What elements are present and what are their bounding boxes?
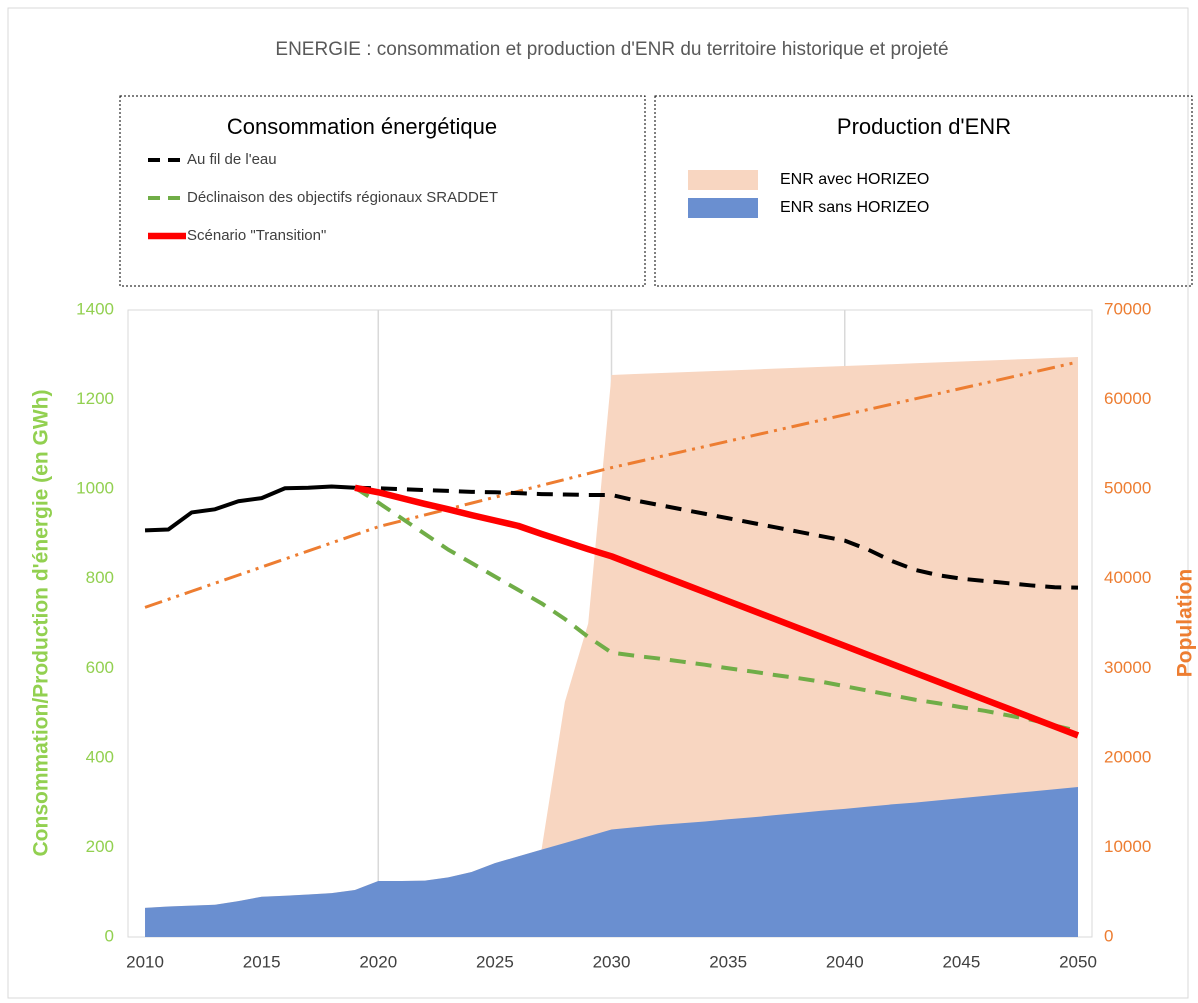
x-tick-label: 2015	[243, 952, 281, 971]
line	[353, 486, 1079, 733]
y2-tick-label: 20000	[1104, 747, 1151, 766]
chart-title: ENERGIE : consommation et production d'E…	[275, 39, 948, 60]
x-tick-label: 2030	[593, 952, 631, 971]
legend-label: Au fil de l'eau	[187, 151, 277, 168]
x-tick-label: 2025	[476, 952, 514, 971]
y-tick-label: 400	[86, 747, 114, 766]
legend-title: Production d'ENR	[837, 114, 1011, 139]
line	[144, 484, 356, 533]
legend-label: Scénario "Transition"	[187, 227, 326, 244]
y2-tick-label: 50000	[1104, 479, 1151, 498]
area	[145, 786, 1079, 937]
line	[144, 360, 1079, 609]
legend-box	[119, 95, 646, 287]
y2-tick-label: 0	[1104, 926, 1113, 945]
legend-box	[654, 95, 1193, 287]
legend-label: ENR sans HORIZEO	[780, 199, 929, 216]
x-tick-label: 2010	[126, 952, 164, 971]
y-tick-label: 600	[86, 658, 114, 677]
y2-tick-label: 40000	[1104, 568, 1151, 587]
x-tick-label: 2050	[1059, 952, 1097, 971]
x-tick-label: 2045	[942, 952, 980, 971]
legend-label: ENR avec HORIZEO	[780, 171, 929, 188]
y2-tick-label: 60000	[1104, 389, 1151, 408]
y-tick-label: 1000	[76, 479, 114, 498]
line	[354, 484, 1080, 739]
legend-title: Consommation énergétique	[227, 114, 497, 139]
y2-tick-label: 70000	[1104, 299, 1151, 318]
y2-tick-label: 10000	[1104, 837, 1151, 856]
y2-axis-label: Population	[1174, 569, 1197, 678]
x-tick-label: 2020	[359, 952, 397, 971]
x-tick-label: 2040	[826, 952, 864, 971]
y-tick-label: 1200	[76, 389, 114, 408]
y-axis-label: Consommation/Production d'énergie (en GW…	[30, 390, 53, 857]
y-tick-label: 200	[86, 837, 114, 856]
legend-swatch	[688, 170, 758, 190]
legend-swatch	[688, 198, 758, 218]
line	[354, 485, 1079, 590]
legend-label: Déclinaison des objectifs régionaux SRAD…	[187, 189, 498, 206]
y-tick-label: 0	[105, 926, 114, 945]
y-tick-label: 1400	[76, 299, 114, 318]
y-tick-label: 800	[86, 568, 114, 587]
y2-tick-label: 30000	[1104, 658, 1151, 677]
area	[145, 357, 1079, 937]
x-tick-label: 2035	[709, 952, 747, 971]
